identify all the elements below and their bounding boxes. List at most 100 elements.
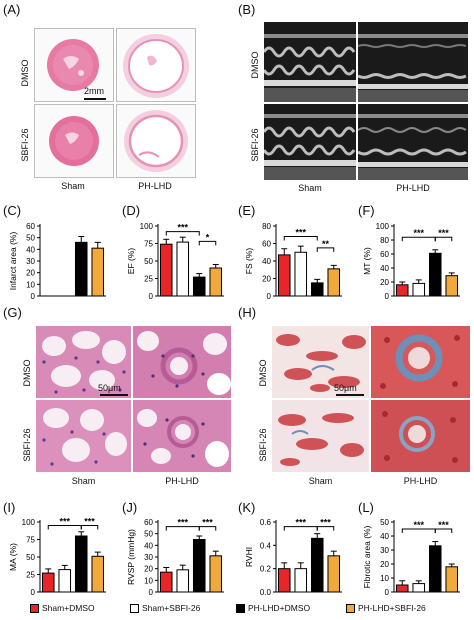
bar-e-3 [327,268,341,297]
masson-tile-sham-sbfi [272,400,369,472]
col-label-sham-h: Sham [308,476,333,486]
bar-d-3 [209,267,223,297]
bar-j-3 [209,555,223,593]
legend-swatch-sham-dmso [30,603,39,613]
echo-tile-sham-dmso [264,22,356,102]
bar-l-2 [428,545,442,593]
y-tick-label-f: 20 [380,278,389,287]
sig-bracket-e-0 [283,236,318,241]
row-label-dmso-b: DMSO [250,51,260,79]
bar-d-1 [176,241,190,297]
y-tick-label-i: 75 [26,536,35,545]
bar-i-0 [41,572,55,593]
heart-tile-sham-sbfi [34,104,114,178]
y-tick-label-j: 40 [144,541,153,550]
sig-bracket-d-1 [198,240,217,246]
bar-f-3 [445,275,459,297]
chart-rvsp: 0 10 20 30 40 50 60 RVSP (mmHg) *** *** [126,518,224,597]
row-label-sbfi-g: SBFI-26 [22,428,32,462]
heart-section-sham-dmso [47,39,99,91]
y-tick-label-f: 80 [380,236,389,245]
heart-tile-phlhd-sbfi [116,104,196,178]
y-tick-label-k: 0.2 [260,565,272,574]
col-label-phlhd-b: PH-LHD [396,183,430,193]
y-axis-label-l: Fibrotic area (%) [362,525,372,588]
legend-item-phlhd-sbfi: PH-LHD+SBFI-26 [346,603,426,613]
panel-label-l: (L) [358,500,374,515]
sig-bracket-i-1 [80,525,99,530]
y-axis-label-c: Infarct area (%) [8,232,18,291]
y-tick-label-l: 30 [380,546,389,555]
bar-k-0 [277,568,291,593]
bar-k-3 [327,555,341,593]
y-tick-label-i: 100 [22,518,36,527]
y-tick-label-f: 0 [385,292,390,301]
y-tick-label-i: 50 [26,553,35,562]
y-tick-label-c: 20 [26,269,35,278]
bar-e-2 [310,282,324,297]
y-tick-label-d: 75 [144,240,153,249]
legend-item-sham-dmso: Sham+DMSO [30,603,95,613]
panel-label-g: (G) [3,305,22,320]
sig-bracket-k-1 [316,526,335,531]
sig-bracket-d-0 [165,231,200,236]
sig-label-e-1: ** [322,239,330,249]
col-label-sham-g: Sham [71,476,96,486]
sig-label-i-0: *** [59,517,70,527]
y-tick-label-l: 20 [380,560,389,569]
scalebar-masson [336,394,364,396]
y-tick-label-c: 40 [26,245,35,254]
chart-fibrotic-area: 0 10 20 30 40 50 Fibrotic area (%) *** *** [362,518,460,597]
y-axis-label-f: MT (%) [362,247,372,275]
bar-e-0 [277,254,291,297]
panel-label-i: (I) [3,500,16,515]
legend-swatch-phlhd-sbfi [346,603,355,613]
y-tick-label-i: 0 [31,588,36,597]
y-tick-label-k: 0.4 [260,541,272,550]
y-tick-label-c: 50 [26,234,35,243]
heart-section-sham-sbfi [49,116,99,166]
col-label-phlhd-h: PH-LHD [403,476,438,486]
bar-d-0 [159,243,173,297]
chart-infarct-area: 0 10 20 30 40 50 60 Infarct area (%) [8,222,106,301]
sig-bracket-e-1 [316,247,335,252]
sig-label-f-1: *** [438,228,449,238]
bar-i-1 [58,569,72,593]
bar-e-1 [294,251,308,297]
bar-l-1 [412,583,426,593]
y-tick-label-l: 0 [385,588,390,597]
panel-label-k: (K) [238,500,256,515]
row-label-dmso-h: DMSO [258,359,268,387]
chart-rvhi: 0.0 0.2 0.4 0.6 RVHI *** *** [244,518,342,597]
y-tick-label-f: 60 [380,250,389,259]
y-tick-label-e: 60 [262,240,271,249]
he-tile-phlhd-sbfi [133,400,231,472]
echo-tile-phlhd-sbfi [358,104,468,180]
scalebar-label-heart: 2mm [84,86,104,96]
y-tick-label-f: 100 [376,222,390,231]
heart-tile-sham-dmso [34,28,114,102]
bar-i-2 [74,535,88,593]
legend-item-sham-sbfi: Sham+SBFI-26 [130,603,200,613]
y-tick-label-i: 25 [26,571,35,580]
row-label-dmso-a: DMSO [20,59,30,87]
masson-tile-phlhd-dmso [371,326,470,398]
row-label-sbfi-b: SBFI-26 [250,128,260,162]
sig-bracket-f-1 [434,236,453,242]
col-label-sham-b: Sham [298,183,322,193]
y-tick-label-k: 0.0 [260,588,272,597]
panel-label-f: (F) [358,203,375,218]
bar-f-0 [395,284,409,297]
bar-f-2 [428,252,442,297]
row-label-dmso-g: DMSO [22,359,32,387]
sig-label-j-1: *** [202,518,213,528]
masson-tile-phlhd-sbfi [371,400,470,472]
chart-mt: 0 20 40 60 80 100 MT (%) *** *** [362,222,460,301]
legend-label-sham-dmso: Sham+DMSO [42,603,95,613]
y-tick-label-l: 50 [380,518,389,527]
y-tick-label-j: 10 [144,576,153,585]
bar-l-3 [445,566,459,593]
bar-j-1 [176,569,190,593]
he-tile-sham-sbfi [36,400,131,472]
